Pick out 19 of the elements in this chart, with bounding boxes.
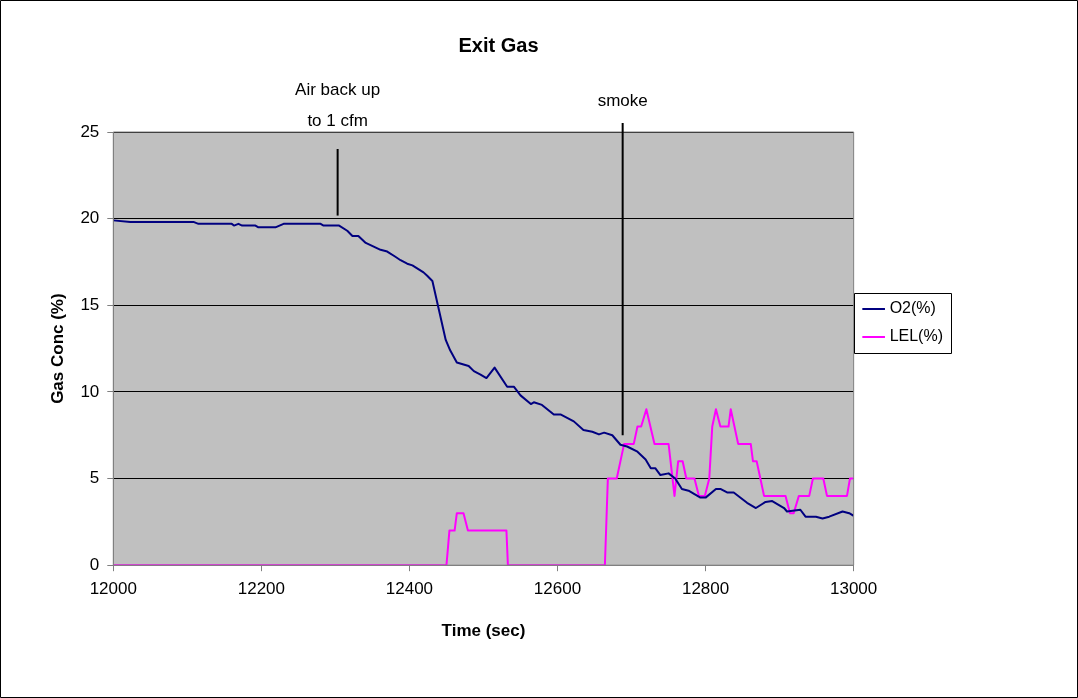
- x-axis-title: Time (sec): [441, 621, 526, 641]
- y-tick-label: 10: [80, 381, 100, 401]
- x-tick-label: 12600: [533, 579, 582, 599]
- chart-title: Exit Gas: [458, 33, 539, 56]
- legend-label: O2(%): [889, 299, 936, 317]
- ref-line-label: smoke: [597, 91, 648, 110]
- x-tick-label: 12800: [681, 579, 730, 599]
- y-tick-label: 0: [89, 554, 100, 574]
- y-tick-label: 20: [80, 208, 100, 228]
- y-tick-label: 5: [89, 468, 100, 488]
- y-axis-title: Gas Conc (%): [47, 293, 67, 404]
- x-tick-label: 13000: [830, 579, 878, 599]
- x-tick-label: 12400: [385, 579, 434, 599]
- y-tick-label: 25: [80, 121, 100, 141]
- legend-label: LEL(%): [889, 327, 944, 345]
- x-tick-label: 12000: [89, 579, 137, 599]
- y-tick-label: 15: [80, 294, 100, 314]
- x-tick-label: 12200: [237, 579, 286, 599]
- ref-line-label: Air back up to 1 cfm: [295, 80, 381, 130]
